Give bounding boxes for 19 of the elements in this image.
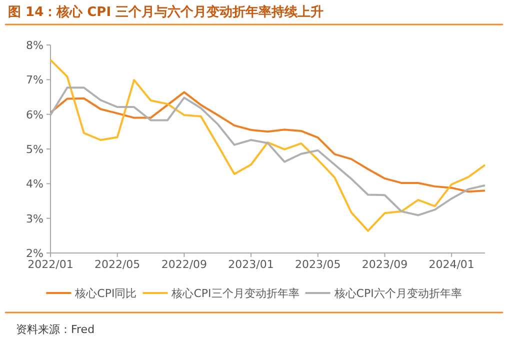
x-tick-label: 2023/05 [295, 258, 341, 271]
legend-label: 核心CPI六个月变动折年率 [333, 287, 462, 300]
y-tick-label: 8% [26, 39, 44, 52]
legend-label: 核心CPI同比 [74, 287, 137, 300]
x-tick-label: 2024/01 [428, 258, 474, 271]
y-tick-label: 5% [26, 143, 44, 156]
legend-label: 核心CPI三个月变动折年率 [170, 287, 300, 300]
x-tick-label: 2023/09 [362, 258, 408, 271]
x-tick-label: 2022/01 [28, 258, 74, 271]
x-tick-label: 2022/09 [161, 258, 208, 271]
x-tick-label: 2022/05 [94, 258, 140, 271]
y-tick-label: 7% [26, 74, 44, 87]
y-tick-label: 6% [26, 108, 44, 122]
y-tick-label: 4% [26, 178, 44, 191]
chart-title: 图 14：核心 CPI 三个月与六个月变动折年率持续上升 [8, 4, 324, 20]
x-tick-label: 2023/01 [228, 258, 274, 271]
y-tick-label: 3% [26, 212, 44, 226]
y-tick-label: 2% [26, 247, 44, 260]
text: 资料来源：Fred [16, 323, 95, 336]
